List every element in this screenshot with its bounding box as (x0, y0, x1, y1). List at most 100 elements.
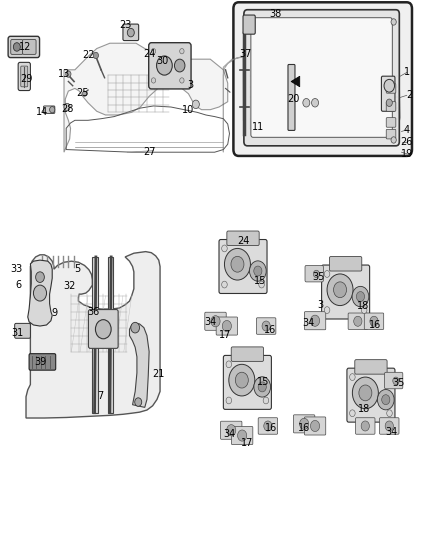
FancyBboxPatch shape (108, 257, 113, 413)
Circle shape (264, 421, 272, 431)
Text: 20: 20 (287, 94, 300, 104)
Circle shape (66, 71, 71, 77)
Text: 34: 34 (302, 318, 314, 328)
FancyBboxPatch shape (223, 356, 272, 409)
Circle shape (192, 100, 199, 109)
Circle shape (350, 410, 355, 417)
Circle shape (222, 281, 227, 288)
Text: 14: 14 (36, 107, 48, 117)
Text: 7: 7 (97, 391, 103, 401)
Circle shape (49, 107, 55, 113)
Circle shape (357, 292, 364, 302)
Text: 18: 18 (358, 404, 371, 414)
Circle shape (385, 421, 393, 431)
Circle shape (387, 410, 392, 417)
Circle shape (127, 28, 134, 37)
FancyBboxPatch shape (355, 360, 387, 374)
FancyBboxPatch shape (244, 10, 399, 146)
Text: 37: 37 (239, 49, 251, 59)
Text: 21: 21 (152, 369, 165, 379)
Circle shape (393, 377, 399, 384)
Circle shape (226, 425, 236, 436)
Circle shape (324, 271, 330, 277)
FancyBboxPatch shape (29, 354, 56, 370)
Circle shape (258, 382, 266, 392)
Circle shape (231, 256, 244, 272)
Circle shape (235, 372, 248, 388)
Circle shape (263, 397, 269, 404)
Circle shape (135, 398, 142, 406)
FancyBboxPatch shape (386, 102, 396, 111)
Circle shape (229, 365, 255, 396)
Circle shape (254, 377, 271, 397)
Circle shape (352, 286, 369, 306)
Text: 3: 3 (317, 300, 323, 310)
Text: 27: 27 (143, 147, 155, 157)
Text: 10: 10 (182, 104, 194, 115)
Text: 16: 16 (265, 325, 277, 335)
Polygon shape (28, 260, 52, 326)
Text: 13: 13 (58, 69, 70, 79)
Circle shape (391, 137, 396, 143)
Circle shape (174, 59, 185, 72)
Circle shape (64, 103, 70, 111)
Circle shape (361, 421, 369, 431)
Text: 9: 9 (51, 308, 57, 318)
Text: 18: 18 (357, 301, 369, 311)
Circle shape (180, 49, 184, 54)
Circle shape (262, 321, 270, 331)
FancyBboxPatch shape (380, 418, 399, 434)
FancyBboxPatch shape (293, 415, 315, 433)
Circle shape (33, 285, 46, 301)
Text: 28: 28 (61, 103, 73, 114)
Circle shape (222, 245, 227, 252)
Circle shape (381, 395, 390, 405)
FancyBboxPatch shape (88, 310, 118, 349)
Text: 3: 3 (187, 80, 194, 90)
Polygon shape (130, 324, 149, 407)
Circle shape (311, 99, 318, 107)
Text: 36: 36 (88, 306, 100, 317)
Polygon shape (64, 43, 228, 152)
Circle shape (303, 99, 310, 107)
FancyBboxPatch shape (305, 265, 323, 282)
FancyBboxPatch shape (348, 313, 367, 329)
Circle shape (350, 374, 355, 381)
Polygon shape (291, 76, 300, 87)
Circle shape (327, 274, 353, 305)
Circle shape (311, 421, 320, 432)
Text: 6: 6 (15, 280, 21, 289)
Polygon shape (26, 252, 160, 418)
Circle shape (131, 322, 140, 333)
FancyBboxPatch shape (227, 231, 259, 246)
FancyBboxPatch shape (220, 421, 242, 439)
FancyBboxPatch shape (231, 426, 253, 445)
Text: 17: 17 (219, 329, 231, 340)
FancyBboxPatch shape (43, 106, 55, 114)
FancyBboxPatch shape (386, 130, 396, 139)
Text: 11: 11 (252, 122, 265, 132)
FancyBboxPatch shape (216, 317, 237, 335)
FancyBboxPatch shape (251, 18, 392, 138)
Circle shape (222, 320, 231, 332)
Circle shape (384, 79, 395, 92)
Text: 25: 25 (77, 87, 89, 98)
Circle shape (93, 52, 99, 59)
Text: 12: 12 (18, 43, 31, 52)
Circle shape (151, 78, 155, 83)
FancyBboxPatch shape (18, 62, 30, 91)
FancyBboxPatch shape (11, 39, 23, 54)
Circle shape (391, 19, 396, 25)
Text: 35: 35 (312, 272, 325, 282)
Text: 22: 22 (82, 51, 94, 60)
Circle shape (334, 282, 346, 297)
FancyBboxPatch shape (231, 347, 264, 361)
Circle shape (180, 78, 184, 83)
FancyBboxPatch shape (329, 256, 362, 271)
Text: 38: 38 (270, 9, 282, 19)
Text: 15: 15 (254, 276, 267, 286)
FancyBboxPatch shape (304, 417, 326, 435)
Text: 39: 39 (35, 357, 47, 367)
Circle shape (354, 316, 362, 326)
Circle shape (237, 430, 247, 441)
